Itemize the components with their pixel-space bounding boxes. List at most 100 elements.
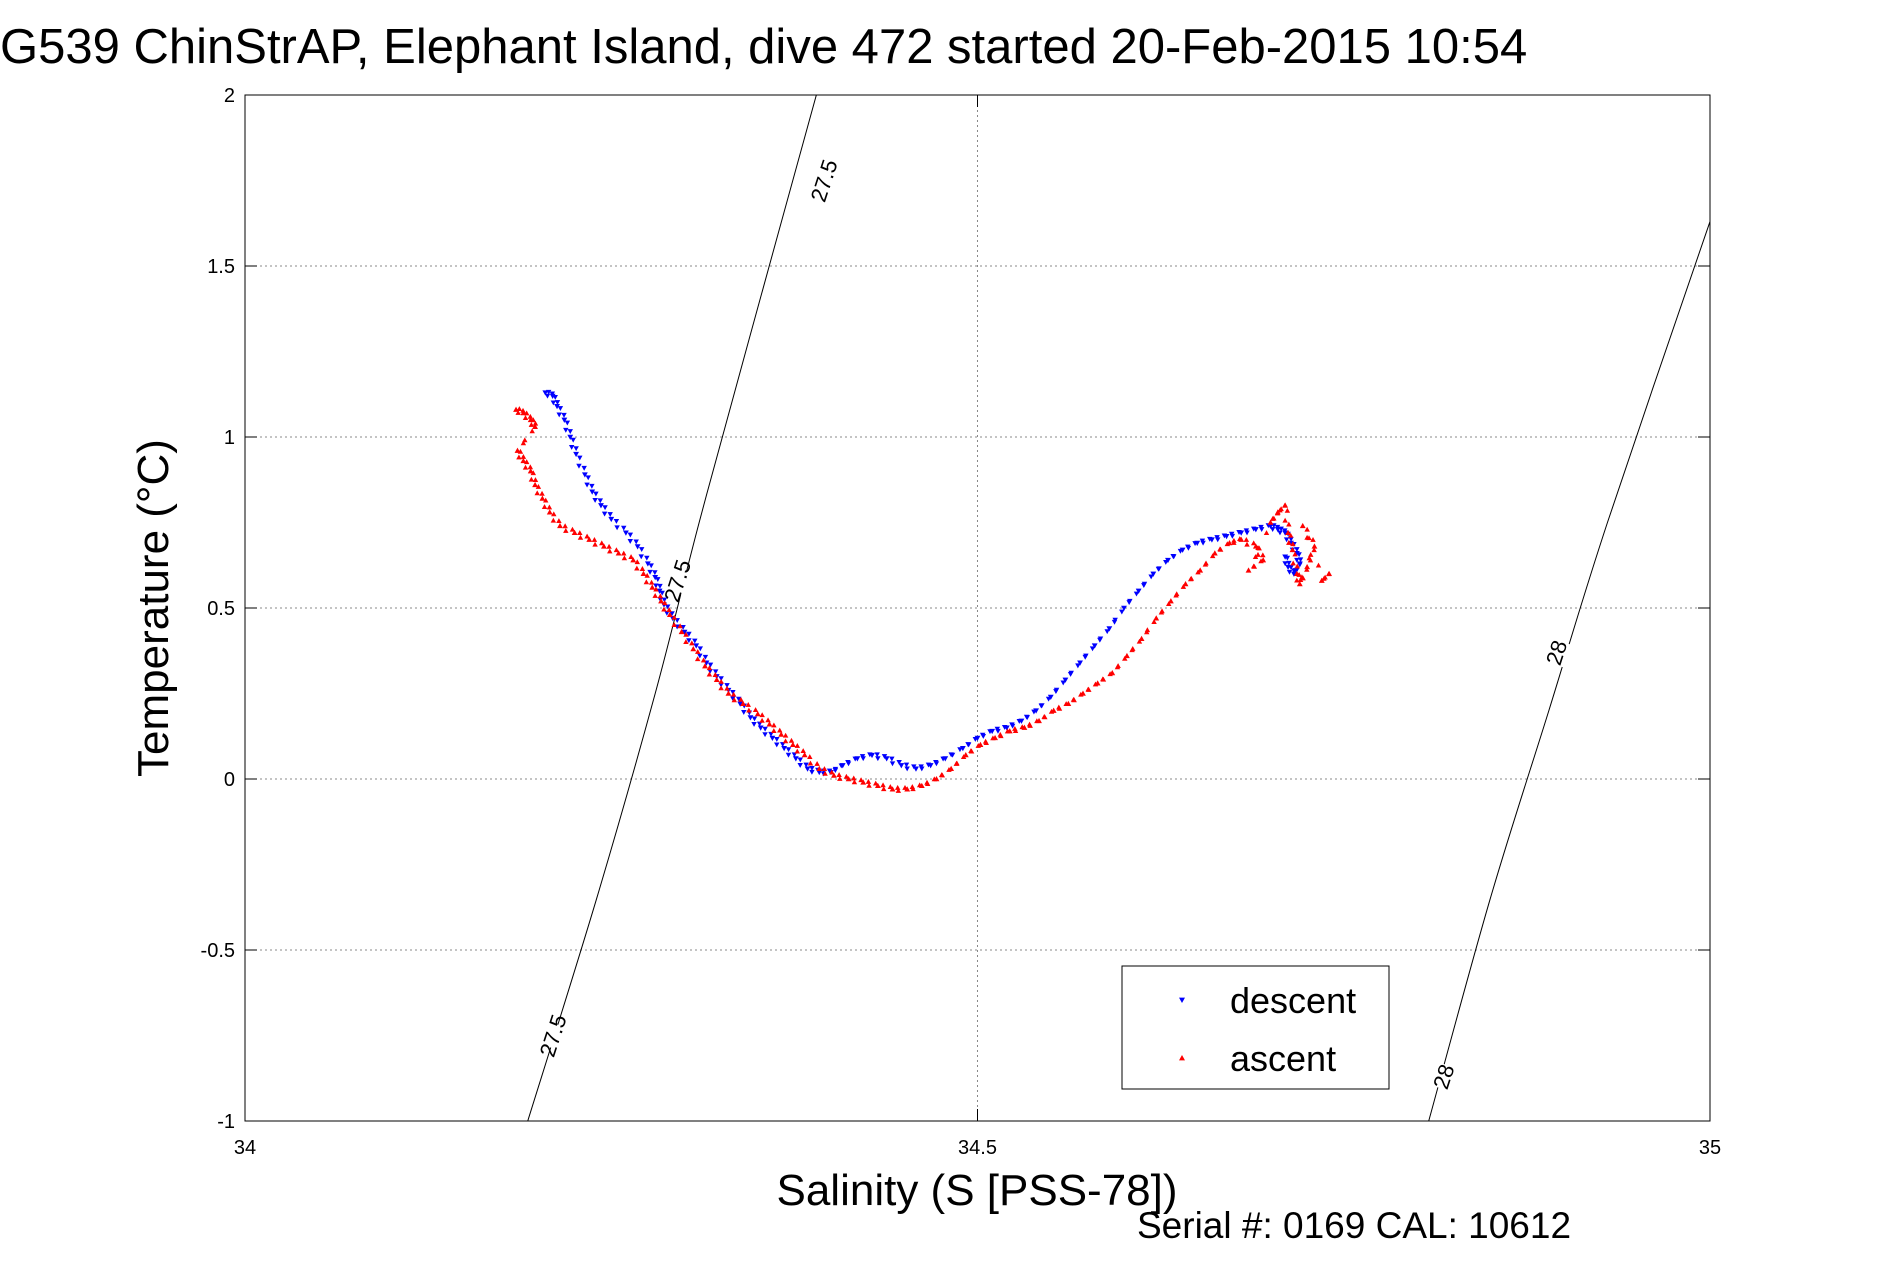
y-tick-label: 0	[224, 769, 235, 791]
ascent-point	[662, 600, 668, 606]
descent-point	[1223, 533, 1230, 540]
descent-point	[697, 646, 703, 652]
ascent-point	[843, 773, 850, 779]
contour-label-bg	[646, 560, 708, 601]
ascent-point	[523, 410, 530, 416]
chart-title: G539 ChinStrAP, Elephant Island, dive 47…	[0, 20, 1527, 74]
ascent-point	[738, 696, 744, 702]
contour-label: 27.5	[806, 156, 843, 204]
descent-point	[1171, 554, 1177, 560]
ascent-point	[948, 765, 955, 771]
ascent-point	[671, 614, 677, 620]
descent-point	[1039, 703, 1045, 709]
descent-point	[577, 455, 583, 461]
descent-point	[664, 610, 670, 616]
ascent-point	[577, 530, 583, 536]
ascent-point	[1299, 522, 1306, 529]
descent-point	[1291, 568, 1297, 574]
ascent-point	[556, 518, 562, 524]
ascent-point	[652, 593, 658, 598]
descent-point	[1045, 696, 1052, 702]
ascent-point	[1299, 574, 1305, 580]
ascent-point	[1294, 563, 1300, 569]
ascent-point	[528, 422, 535, 427]
ascent-point	[643, 579, 650, 585]
descent-point	[669, 611, 675, 617]
descent-point	[1286, 569, 1293, 575]
ascent-point	[1292, 551, 1298, 557]
ascent-point	[546, 504, 553, 510]
x-tick-label: 35	[1699, 1137, 1721, 1159]
ascent-point	[1250, 540, 1257, 546]
descent-point	[1200, 540, 1206, 546]
ascent-point	[1296, 572, 1302, 577]
descent-point	[874, 752, 880, 758]
descent-point	[1024, 715, 1030, 721]
ascent-point	[1311, 543, 1318, 549]
descent-point	[593, 491, 599, 497]
descent-point	[1075, 663, 1081, 669]
ascent-point	[648, 579, 655, 585]
contour-label-bg	[522, 1015, 583, 1056]
ascent-point	[584, 533, 590, 539]
ascent-point	[639, 566, 646, 571]
descent-point	[756, 721, 763, 727]
descent-point	[1156, 566, 1162, 572]
ascent-point	[649, 584, 656, 590]
ascent-point	[1065, 700, 1072, 706]
ascent-point	[782, 738, 789, 744]
x-tick-label: 34	[234, 1137, 256, 1159]
ascent-point	[1277, 507, 1283, 513]
ascent-point	[532, 477, 539, 483]
ascent-point	[777, 727, 783, 733]
ascent-point	[880, 786, 887, 792]
ascent-point	[752, 707, 759, 713]
descent-point	[919, 766, 925, 772]
y-tick-label: 0.5	[207, 598, 235, 620]
ascent-point	[746, 707, 752, 713]
ascent-point	[1282, 517, 1288, 523]
ascent-point	[924, 781, 931, 786]
descent-point	[989, 728, 996, 735]
ascent-point	[730, 691, 737, 697]
ascent-point	[1209, 553, 1216, 559]
ascent-point	[845, 775, 852, 782]
ascent-point	[563, 528, 569, 533]
ascent-point	[514, 447, 521, 453]
ascent-point	[880, 782, 886, 788]
ascent-point	[822, 770, 828, 776]
ascent-point	[1306, 555, 1312, 561]
descent-point	[785, 747, 792, 753]
descent-point	[567, 429, 573, 435]
ascent-point	[532, 481, 538, 488]
descent-point	[1286, 560, 1292, 566]
ascent-point	[1269, 516, 1276, 521]
ascent-point	[1252, 554, 1259, 559]
descent-point	[622, 530, 629, 536]
ascent-point	[1203, 560, 1209, 566]
descent-point	[845, 761, 852, 767]
descent-point	[904, 766, 910, 772]
ascent-point	[515, 410, 521, 415]
ascent-point	[630, 557, 637, 563]
ascent-point	[889, 786, 896, 792]
descent-point	[1033, 708, 1040, 714]
ascent-point	[1255, 545, 1261, 551]
descent-point	[927, 763, 934, 769]
ascent-point	[1260, 552, 1266, 558]
descent-point	[1150, 571, 1157, 577]
ascent-point	[816, 765, 823, 771]
ascent-point	[712, 672, 719, 677]
ascent-point	[836, 772, 842, 777]
descent-point	[1179, 547, 1186, 553]
ascent-point	[771, 728, 777, 733]
descent-point	[621, 525, 627, 531]
descent-point	[545, 389, 552, 395]
ascent-point	[788, 737, 795, 743]
ascent-point	[939, 772, 946, 778]
descent-point	[809, 769, 815, 775]
ascent-point	[1159, 608, 1165, 614]
descent-point	[1277, 530, 1283, 536]
